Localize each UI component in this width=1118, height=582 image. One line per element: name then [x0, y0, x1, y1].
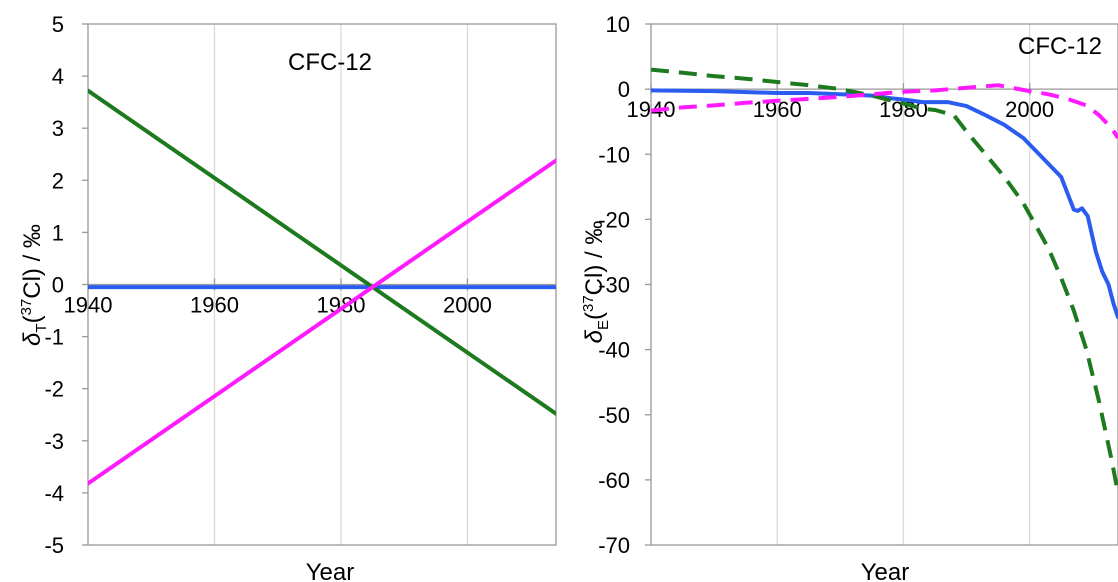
y-tick-label: -40 — [598, 338, 630, 363]
chart-title: CFC-12 — [288, 49, 372, 76]
y-tick-label: 0 — [52, 273, 64, 298]
y-tick-label: -70 — [598, 533, 630, 558]
y-label-sup: 37 — [18, 299, 35, 316]
y-tick-label: -60 — [598, 468, 630, 493]
series-group — [88, 88, 556, 486]
chart-panel-2: 1940 1960 1980 2000100-10-20-30-40-50-60-70… — [580, 12, 1118, 582]
x-tick-label: 1960 — [190, 293, 239, 318]
y-tick-label: -50 — [598, 403, 630, 428]
series-line-3 — [88, 158, 556, 486]
y-axis-label: δT(37Cl) / ‰ — [18, 224, 50, 346]
y-tick-label: -4 — [44, 481, 64, 506]
y-tick-label: 3 — [52, 116, 64, 141]
y-tick-label: -1 — [44, 325, 64, 350]
chart-title: CFC-12 — [1018, 33, 1102, 60]
y-tick-label: 0 — [618, 77, 630, 102]
y-label-sup: 37 — [580, 295, 597, 312]
y-label-delta: δ — [19, 332, 46, 346]
x-axis-label: Year — [306, 559, 355, 582]
y-tick-label: 4 — [52, 64, 64, 89]
y-tick-label: -20 — [598, 207, 630, 232]
x-axis-label: Year — [861, 559, 910, 582]
series-group — [651, 67, 1118, 494]
y-tick-label: -3 — [44, 429, 64, 454]
y-tick-label: 5 — [52, 12, 64, 37]
series-line-2 — [88, 88, 556, 416]
y-label-delta: δ — [581, 329, 608, 343]
y-tick-label: 2 — [52, 168, 64, 193]
x-tick-label: 1940 — [64, 293, 113, 318]
y-tick-label: 1 — [52, 220, 64, 245]
chart-panel-1: 1940 1960 1980 2000543210-1-2-3-4-5CFC-12Ye… — [18, 12, 557, 582]
series-line-3 — [651, 83, 1118, 140]
y-label-sub: E — [595, 320, 612, 330]
y-axis-label: δE(37Cl) / ‰ — [580, 221, 612, 344]
y-tick-label: 10 — [606, 12, 630, 37]
y-label-elem: Cl) / ‰ — [581, 221, 608, 296]
y-tick-label: -30 — [598, 273, 630, 298]
y-tick-label: -2 — [44, 377, 64, 402]
y-label-open: ( — [581, 312, 608, 320]
y-tick-label: -5 — [44, 533, 64, 558]
series-line-1 — [651, 88, 1118, 320]
x-tick-label: 2000 — [443, 293, 492, 318]
y-label-elem: Cl) / ‰ — [19, 224, 46, 299]
series-line-2 — [651, 67, 1118, 494]
y-label-open: ( — [19, 315, 46, 323]
x-tick-label: 2000 — [1005, 97, 1054, 122]
y-label-sub: T — [33, 323, 50, 332]
y-tick-label: -10 — [598, 142, 630, 167]
